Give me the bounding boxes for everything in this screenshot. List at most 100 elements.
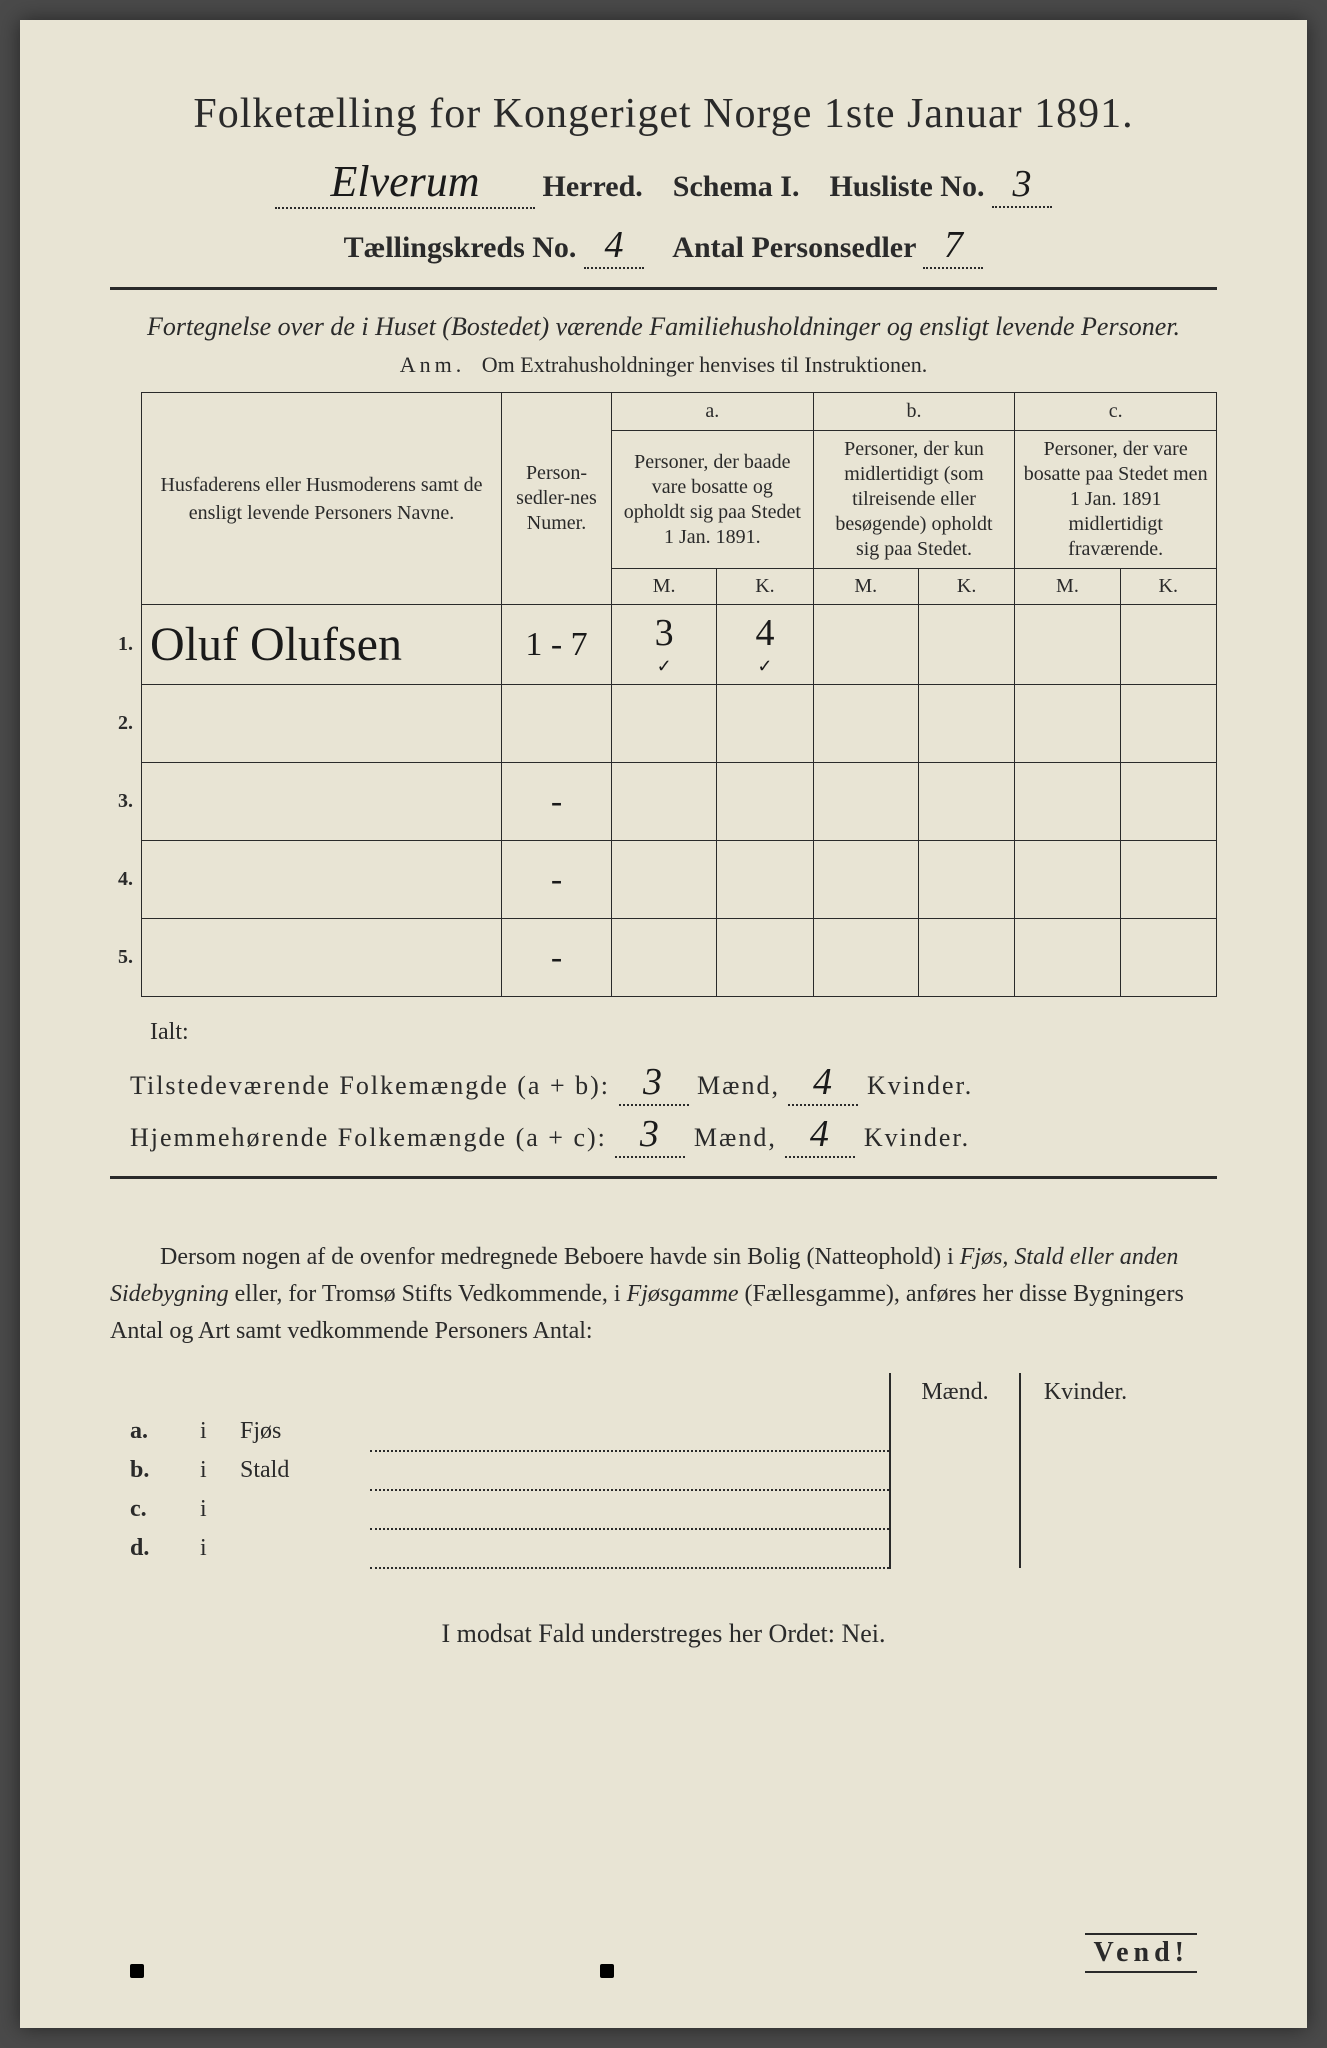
ob-val-m [890,1451,1020,1490]
anm-text: Om Extrahusholdninger henvises til Instr… [482,352,927,377]
row-number: 4. [110,841,142,919]
outbuilding-row: c.i [120,1490,1150,1529]
total-present: Tilstedeværende Folkemængde (a + b): 3 M… [130,1060,1217,1106]
name-cell [142,919,502,997]
c-k-cell [1120,763,1216,841]
b-k-cell [918,919,1014,997]
nei-line: I modsat Fald understreges her Ordet: Ne… [110,1619,1217,1649]
b-m-cell [813,605,918,685]
b-k-cell [918,841,1014,919]
resident-m: 3 [615,1112,685,1158]
divider2 [110,1176,1217,1179]
col-b-k: K. [918,569,1014,605]
col-head-c-label: c. [1015,393,1217,431]
col-a-k: K. [717,569,813,605]
present-label: Tilstedeværende Folkemængde (a + b): [130,1071,610,1100]
kvinder-label2: Kvinder. [864,1123,970,1152]
table-row: 3.- [110,763,1217,841]
col-head-b-label: b. [813,393,1015,431]
a-k-cell: 4✓ [717,605,813,685]
pin-mark [600,1964,614,1978]
census-table: Husfaderens eller Husmoderens samt de en… [110,392,1217,997]
row-number: 2. [110,685,142,763]
herred-label: Herred. [543,170,643,203]
outbuilding-row: a.iFjøs [120,1412,1150,1451]
schema-label: Schema I. [673,170,800,203]
anm-label: Anm. [400,352,466,377]
kreds-label: Tællingskreds No. [344,231,577,264]
ob-val-k [1020,1451,1150,1490]
ob-head-k: Kvinder. [1020,1373,1150,1412]
ob-name: Stald [230,1451,370,1490]
b-m-cell [813,763,918,841]
ob-val-m [890,1412,1020,1451]
ob-dots [370,1529,890,1568]
b-m-cell [813,919,918,997]
antal-label: Antal Personsedler [672,231,916,264]
divider [110,287,1217,290]
ob-val-k [1020,1412,1150,1451]
kreds-no: 4 [584,223,644,269]
a-m-cell: 3✓ [612,605,717,685]
name-cell [142,841,502,919]
ob-label: c. [120,1490,190,1529]
c-m-cell [1015,919,1120,997]
ob-label: d. [120,1529,190,1568]
resident-label: Hjemmehørende Folkemængde (a + c): [130,1123,607,1152]
table-row: 5. - [110,919,1217,997]
name-cell: Oluf Olufsen [142,605,502,685]
header-line-kreds: Tællingskreds No. 4 Antal Personsedler 7 [110,223,1217,269]
pin-mark [130,1964,144,1978]
herred-value: Elverum [275,156,535,209]
ob-name [230,1490,370,1529]
ob-dots [370,1412,890,1451]
b-m-cell [813,685,918,763]
a-m-cell [612,841,717,919]
col-a-m: M. [612,569,717,605]
col-head-c: Personer, der vare bosatte paa Stedet me… [1015,431,1217,569]
anm-note: Anm. Om Extrahusholdninger henvises til … [110,352,1217,378]
ialt-label: Ialt: [150,1019,1217,1046]
table-row: 2. [110,685,1217,763]
present-m: 3 [619,1060,689,1106]
census-form-page: Folketælling for Kongeriget Norge 1ste J… [20,20,1307,2028]
c-k-cell [1120,841,1216,919]
c-k-cell [1120,605,1216,685]
kvinder-label: Kvinder. [867,1071,973,1100]
table-row: 4.- [110,841,1217,919]
b-k-cell [918,685,1014,763]
a-k-cell [717,763,813,841]
col-c-k: K. [1120,569,1216,605]
col-head-a: Personer, der baade vare bosatte og opho… [612,431,814,569]
sedler-cell: 1 - 7 [502,605,612,685]
table-row: 1.Oluf Olufsen1 - 73✓4✓ [110,605,1217,685]
b-k-cell [918,605,1014,685]
outbuilding-row: b.iStald [120,1451,1150,1490]
col-c-m: M. [1015,569,1120,605]
ob-val-m [890,1529,1020,1568]
ob-label: a. [120,1412,190,1451]
header-line-herred: Elverum Herred. Schema I. Husliste No. 3 [110,156,1217,209]
page-title: Folketælling for Kongeriget Norge 1ste J… [110,90,1217,138]
c-m-cell [1015,841,1120,919]
antal-no: 7 [923,223,983,269]
sedler-cell: - [502,919,612,997]
ob-dots [370,1451,890,1490]
ob-val-m [890,1490,1020,1529]
c-m-cell [1015,763,1120,841]
a-k-cell [717,919,813,997]
row-number: 5. [110,919,142,997]
present-k: 4 [788,1060,858,1106]
col-head-b: Personer, der kun midlertidigt (som tilr… [813,431,1015,569]
ob-val-k [1020,1490,1150,1529]
outbuilding-paragraph: Dersom nogen af de ovenfor medregnede Be… [110,1239,1217,1351]
vend-label: Vend! [1085,1933,1197,1973]
sedler-cell [502,685,612,763]
a-m-cell [612,919,717,997]
husliste-label: Husliste No. [829,170,984,203]
ob-i: i [190,1490,230,1529]
ob-label: b. [120,1451,190,1490]
form-subtitle: Fortegnelse over de i Huset (Bostedet) v… [110,312,1217,342]
resident-k: 4 [785,1112,855,1158]
name-cell [142,763,502,841]
